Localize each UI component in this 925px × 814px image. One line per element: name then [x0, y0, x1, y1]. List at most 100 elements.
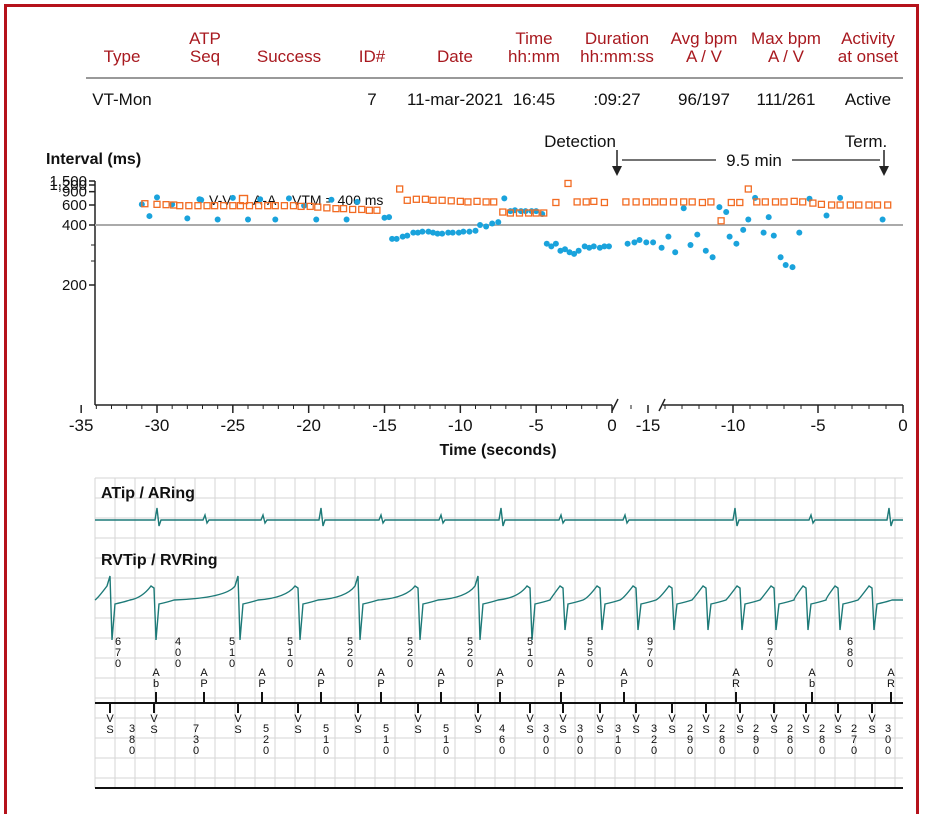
vv-point [752, 194, 759, 201]
vv-point [636, 237, 643, 243]
vv-point [601, 243, 608, 250]
vv-point [466, 228, 473, 235]
atrial-interval-label: 0 [287, 658, 293, 670]
aa-point [339, 204, 348, 213]
x-tick-label: -5 [810, 416, 825, 435]
ventricular-interval-label: 0 [851, 745, 857, 757]
aa-point [582, 198, 590, 206]
ventricular-interval-label: 0 [193, 745, 199, 757]
vv-point [823, 212, 830, 219]
column-header-line2: A / V [768, 47, 804, 66]
atrial-interval-label: 7 [115, 647, 121, 659]
vv-point [343, 216, 350, 223]
ventricular-interval-label: 0 [499, 745, 505, 757]
vv-point [495, 219, 502, 226]
atrial-marker-label: P [437, 678, 444, 690]
y-tick-label: 1,500 [49, 173, 87, 190]
vv-point [624, 240, 631, 247]
ventricular-marker-label: S [834, 724, 841, 736]
aa-point [358, 205, 366, 214]
vv-point [430, 229, 437, 236]
atrial-marker-label: P [557, 678, 564, 690]
column-header-atp: ATP Seq [145, 30, 265, 66]
ventricular-marker-label: V [702, 713, 710, 725]
vv-point [477, 222, 484, 228]
aa-point [332, 204, 340, 213]
x-tick-label: 0 [607, 416, 616, 435]
ventricular-interval-label: 5 [443, 723, 449, 735]
atrial-interval-label: 0 [407, 658, 413, 670]
column-header-line2: A / V [686, 47, 722, 66]
vv-point [449, 229, 456, 236]
aa-point [229, 202, 237, 210]
vv-point [590, 243, 597, 250]
aa-point [865, 201, 873, 209]
atrial-interval-label: 5 [467, 636, 473, 648]
aa-point [506, 209, 515, 217]
column-header-idnum: ID# [312, 30, 432, 66]
x-tick-label: -20 [296, 416, 321, 435]
aa-point [736, 198, 744, 207]
vv-point [455, 229, 462, 236]
atrial-interval-label: 0 [115, 658, 121, 670]
vv-point [605, 243, 612, 250]
column-header-line1: Avg bpm [670, 29, 738, 48]
ventricular-interval-label: 8 [129, 734, 135, 746]
atrial-interval-label: 1 [527, 647, 533, 659]
aa-point [680, 198, 688, 206]
column-header-line1: Max bpm [751, 29, 821, 48]
column-header-type: Type [62, 30, 182, 66]
y-tick-label: 400 [62, 217, 87, 234]
ventricular-marker-label: S [294, 724, 301, 736]
aa-point [799, 198, 807, 206]
aa-point [827, 201, 836, 209]
vv-point [285, 195, 292, 202]
atrial-marker-label: P [317, 678, 324, 690]
vv-point [777, 254, 784, 261]
aa-point [761, 198, 769, 206]
ventricular-marker-label: V [106, 713, 114, 725]
aa-point [210, 202, 219, 210]
aa-point [289, 202, 298, 210]
vv-point [672, 249, 679, 256]
atrial-interval-label: 0 [587, 658, 593, 670]
ventricular-marker-label: V [354, 713, 362, 725]
atrial-interval-label: 5 [229, 636, 235, 648]
vv-point [745, 216, 752, 223]
vv-point [782, 262, 789, 268]
vv-point [770, 232, 777, 239]
column-header-line2: ID# [358, 47, 386, 66]
column-header-line2: Seq [189, 47, 221, 66]
ventricular-marker-label: S [736, 724, 743, 736]
atrial-marker-label: R [732, 678, 740, 690]
ventricular-marker-label: S [596, 724, 603, 736]
ventricular-interval-label: 0 [543, 734, 549, 746]
ventricular-interval-label: 5 [383, 723, 389, 735]
aa-point [464, 198, 472, 206]
row-value-idnum: 7 [367, 90, 377, 109]
atrial-marker-label: A [152, 667, 160, 679]
ventricular-interval-label: 8 [787, 734, 793, 746]
vv-point [665, 233, 672, 240]
aa-point [314, 203, 322, 211]
row-value-time: 16:45 [512, 90, 556, 109]
ventricular-interval-label: 0 [719, 745, 725, 757]
axis-break-mark [658, 398, 666, 412]
aa-point [642, 198, 650, 206]
vv-point [146, 213, 153, 220]
ventricular-marker-label: V [632, 713, 640, 725]
column-header-date: Date [395, 30, 515, 66]
atrial-interval-label: 5 [407, 636, 413, 648]
ventricular-interval-label: 0 [787, 745, 793, 757]
atrial-interval-label: 6 [115, 636, 121, 648]
x-tick-label: 0 [898, 416, 907, 435]
vv-point [354, 198, 361, 205]
x-tick-label: -10 [448, 416, 473, 435]
vv-point [631, 239, 638, 246]
atrial-interval-label: 7 [767, 647, 773, 659]
aa-point [809, 199, 817, 207]
atrial-interval-label: 7 [647, 647, 653, 659]
vv-point [557, 247, 564, 254]
